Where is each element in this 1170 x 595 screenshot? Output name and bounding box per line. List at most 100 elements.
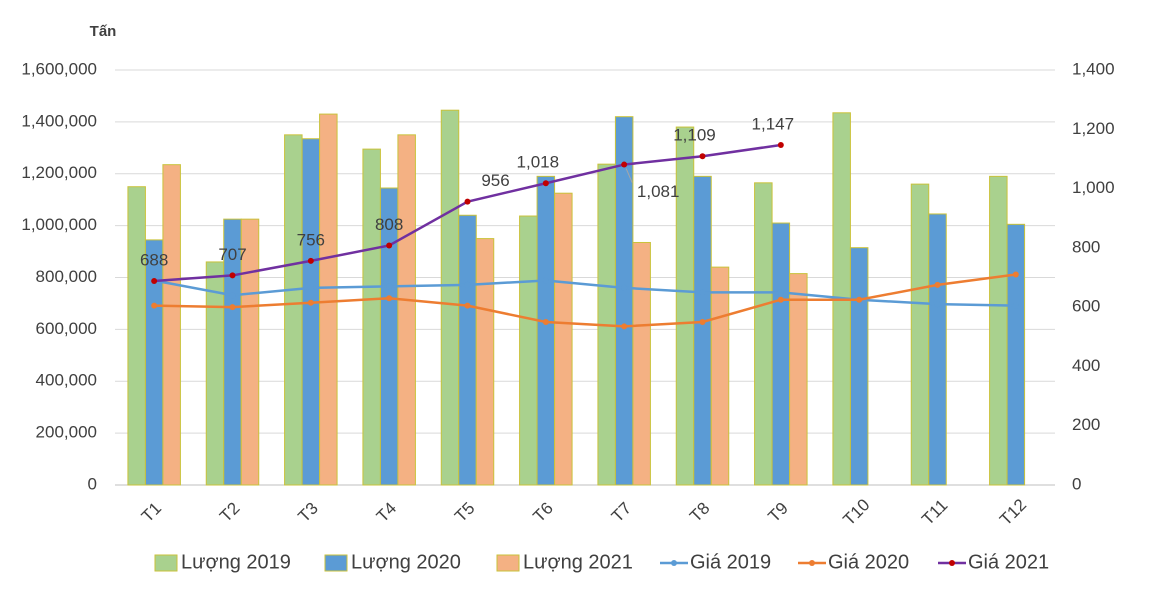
x-tick-label: T2 [216, 499, 243, 526]
legend-marker [949, 560, 955, 566]
bar [754, 182, 773, 486]
y-tick-label: 1,000,000 [21, 215, 97, 234]
y2-tick-label: 800 [1072, 237, 1100, 256]
line-marker [621, 284, 628, 291]
line-marker [934, 281, 941, 288]
y-tick-label: 200,000 [36, 423, 97, 442]
y2-tick-label: 1,000 [1072, 178, 1115, 197]
line-marker [386, 295, 393, 302]
legend-label: Lượng 2019 [181, 551, 291, 573]
bar [1006, 223, 1026, 486]
legend-label: Giá 2021 [968, 551, 1049, 573]
line-marker [464, 302, 471, 309]
y-axis-title: Tấn [90, 23, 117, 40]
line-marker [229, 292, 236, 299]
x-tick-label: T7 [608, 499, 635, 526]
x-tick-label: T12 [996, 495, 1030, 529]
bar [127, 186, 146, 486]
bar [675, 126, 695, 486]
bar [284, 134, 303, 486]
y-tick-label: 800,000 [36, 267, 97, 286]
line [153, 279, 1016, 307]
bar [319, 113, 338, 486]
bar [928, 213, 947, 486]
line-marker [151, 278, 158, 285]
bar [440, 109, 460, 486]
bar [771, 222, 791, 486]
line-marker [777, 296, 784, 303]
bar [397, 134, 416, 486]
y-tick-label: 1,200,000 [21, 163, 97, 182]
x-tick-label: T3 [294, 499, 321, 526]
data-label: 707 [218, 245, 246, 264]
line-marker [1012, 302, 1019, 309]
leader-line [625, 168, 633, 183]
line-marker [307, 299, 314, 306]
bar [554, 192, 573, 486]
bar [710, 266, 730, 486]
data-label: 1,109 [673, 126, 716, 145]
line-marker [621, 323, 628, 330]
data-label: 956 [481, 171, 509, 190]
y-tick-label: 1,600,000 [21, 59, 97, 78]
legend-marker [809, 560, 815, 566]
line-marker [464, 198, 471, 205]
bar [301, 138, 321, 486]
bar [849, 247, 869, 486]
line-marker [699, 289, 706, 296]
line-marker [464, 281, 471, 288]
x-tick-label: T9 [764, 499, 791, 526]
x-tick-label: T5 [451, 499, 478, 526]
y2-tick-label: 1,400 [1072, 59, 1115, 78]
bar [693, 175, 712, 486]
legend-label: Giá 2020 [828, 551, 909, 573]
bar [240, 218, 260, 486]
legend-swatch [154, 554, 178, 572]
line-marker [386, 283, 393, 290]
line-marker [1012, 271, 1019, 278]
bar [205, 261, 225, 486]
y2-tick-label: 600 [1072, 297, 1100, 316]
legend-swatch [496, 554, 520, 572]
bar [519, 215, 538, 486]
bar [632, 241, 651, 486]
bar [362, 148, 381, 486]
y2-tick-label: 200 [1072, 415, 1100, 434]
line-marker [699, 153, 706, 160]
line-marker [307, 257, 314, 264]
legend-swatch [324, 554, 348, 572]
y2-tick-label: 0 [1072, 474, 1081, 493]
legend-label: Lượng 2021 [523, 551, 633, 573]
data-label: 756 [297, 230, 325, 249]
data-label: 1,018 [517, 153, 560, 172]
bar [614, 116, 634, 486]
bar [144, 239, 164, 486]
line [154, 273, 1016, 328]
x-tick-label: T11 [918, 496, 951, 529]
x-tick-label: T6 [529, 499, 556, 526]
line-marker [856, 296, 863, 303]
line-marker [542, 180, 549, 187]
y-tick-label: 0 [88, 474, 97, 493]
legend-label: Lượng 2020 [351, 551, 461, 573]
bar [789, 273, 808, 486]
line-marker [934, 301, 941, 308]
x-tick-label: T4 [373, 499, 400, 526]
bar [162, 164, 181, 486]
bar [989, 175, 1008, 486]
y2-tick-label: 1,200 [1072, 119, 1115, 138]
bar [910, 183, 930, 486]
data-label: 1,147 [752, 114, 795, 133]
line-marker [777, 141, 784, 148]
data-label: 688 [140, 251, 168, 270]
bar [458, 214, 477, 486]
line-marker [151, 302, 158, 309]
y2-tick-label: 400 [1072, 356, 1100, 375]
x-tick-label: T1 [138, 499, 165, 526]
line-marker [542, 277, 549, 284]
data-label: 808 [375, 215, 403, 234]
legend-marker [671, 560, 677, 566]
bar [536, 175, 556, 486]
line-marker [229, 304, 236, 311]
